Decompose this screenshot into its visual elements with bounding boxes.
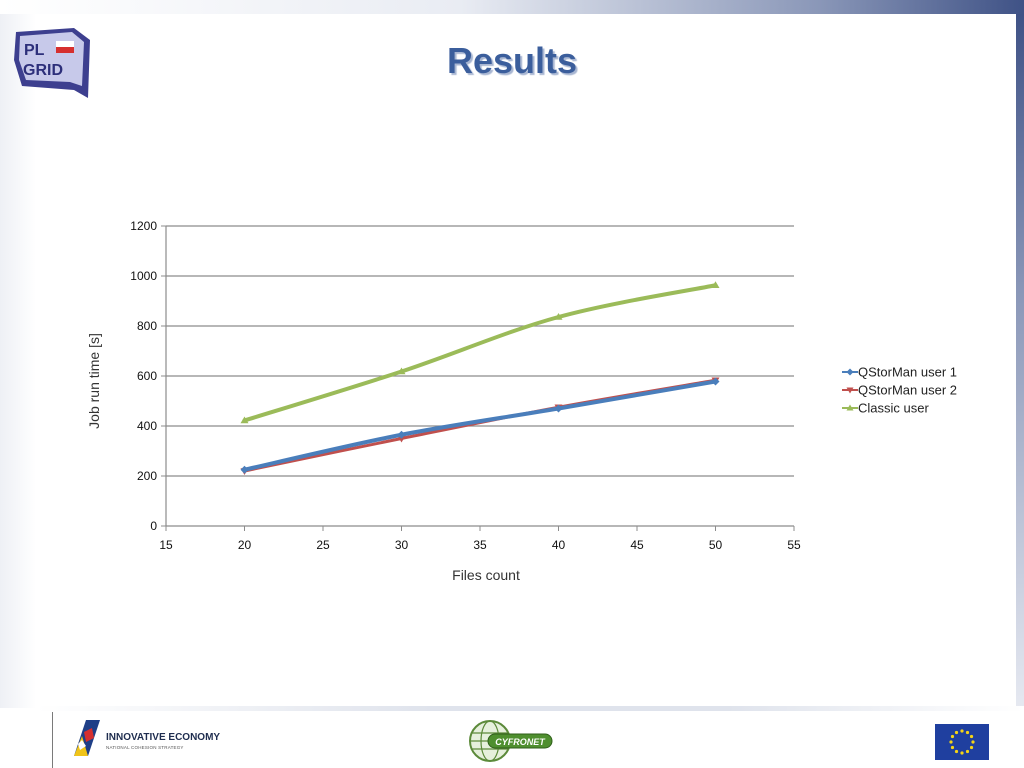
eu-star — [969, 734, 974, 739]
legend-item-1: QStorMan user 2 — [842, 383, 957, 398]
logo-text-pl: PL — [24, 42, 45, 59]
legend-item-0: QStorMan user 1 — [842, 365, 957, 380]
eu-star — [971, 740, 975, 744]
grid-lines — [166, 225, 794, 477]
series-2 — [240, 281, 720, 424]
x-tick-label: 55 — [787, 538, 801, 552]
eu-star — [949, 740, 953, 744]
legend-label-1: QStorMan user 2 — [858, 383, 957, 398]
footer-rule — [36, 706, 1024, 711]
chart-axes — [161, 225, 795, 531]
legend-label-0: QStorMan user 1 — [858, 365, 957, 380]
eu-star — [950, 734, 955, 739]
footer-divider — [52, 712, 53, 768]
x-tick-label: 15 — [159, 538, 173, 552]
eu-star — [960, 751, 964, 755]
cyfronet-name: CYFRONET — [495, 737, 546, 747]
series-line-0 — [242, 379, 718, 472]
x-tick-label: 45 — [630, 538, 644, 552]
legend-marker-1 — [846, 387, 854, 394]
left-shadow — [0, 14, 36, 708]
data-point-2-3 — [711, 281, 720, 289]
y-tick-label: 1200 — [130, 219, 157, 233]
eu-star — [965, 730, 970, 735]
data-point-0-2 — [554, 404, 563, 413]
cyfronet-logo: CYFRONET — [469, 720, 553, 762]
data-point-2-0 — [240, 416, 249, 424]
eu-star — [969, 745, 974, 750]
chart-legend: QStorMan user 1 QStorMan user 2 Classic us… — [842, 365, 957, 416]
data-point-0-1 — [397, 430, 406, 439]
y-tick-label: 1000 — [130, 269, 157, 283]
eu-star — [954, 730, 959, 735]
eu-star — [960, 729, 964, 733]
x-tick-label: 20 — [238, 538, 252, 552]
x-tick-label: 40 — [552, 538, 566, 552]
innovative-economy-subtitle: NATIONAL COHESION STRATEGY — [106, 745, 184, 750]
data-point-1-1 — [397, 435, 406, 443]
eu-star — [950, 745, 955, 750]
data-point-2-2 — [554, 313, 563, 320]
x-tick-label: 35 — [473, 538, 487, 552]
legend-item-2: Classic user — [842, 401, 929, 416]
innovative-economy-name: INNOVATIVE ECONOMY — [106, 732, 221, 743]
innovative-economy-icon — [74, 720, 100, 756]
data-point-2-1 — [397, 367, 406, 375]
tick-labels: 0 200 400 600 800 1000 1200 15 20 25 30 35 40 45 50 55 — [130, 219, 801, 552]
x-tick-label: 25 — [316, 538, 330, 552]
y-tick-label: 200 — [137, 469, 157, 483]
eu-star — [954, 749, 959, 754]
right-gradient-band — [1016, 14, 1024, 708]
y-tick-label: 600 — [137, 369, 157, 383]
legend-marker-0 — [846, 368, 854, 376]
data-point-0-3 — [711, 377, 720, 386]
plgrid-logo: PL GRID — [14, 28, 90, 98]
logo-text-grid: GRID — [23, 62, 63, 79]
series-line-2 — [242, 283, 718, 423]
legend-label-2: Classic user — [858, 401, 929, 416]
series-0 — [240, 377, 720, 474]
x-axis-label: Files count — [452, 567, 520, 583]
series-group — [240, 281, 720, 475]
data-point-0-0 — [240, 465, 249, 474]
x-tick-label: 50 — [709, 538, 723, 552]
y-axis-label: Job run time [s] — [86, 333, 102, 429]
eu-flag-icon — [935, 724, 989, 760]
legend-marker-2 — [846, 404, 854, 411]
y-tick-label: 800 — [137, 319, 157, 333]
x-tick-label: 30 — [395, 538, 409, 552]
innovative-economy-logo: INNOVATIVE ECONOMY NATIONAL COHESION STR… — [72, 716, 252, 760]
eu-star — [965, 749, 970, 754]
slide-title: Results — [446, 40, 578, 81]
top-gradient-band — [0, 0, 1024, 14]
y-tick-label: 0 — [150, 519, 157, 533]
y-tick-label: 400 — [137, 419, 157, 433]
